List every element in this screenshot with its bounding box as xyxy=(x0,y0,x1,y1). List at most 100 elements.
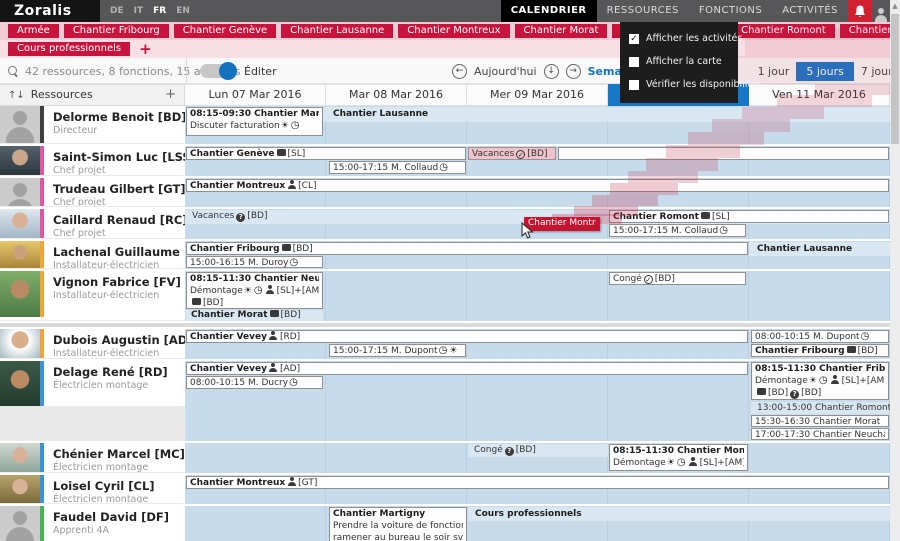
menu-fonctions[interactable]: FONCTIONS xyxy=(698,5,763,16)
today-button[interactable]: Aujourd'hui xyxy=(474,64,537,78)
day-header[interactable]: Lun 07 Mar 2016 xyxy=(185,84,326,106)
next-period-button[interactable]: → xyxy=(565,63,581,79)
calendar-event[interactable]: Chantier Montreux [GT] xyxy=(186,476,889,489)
calendar-event[interactable]: 17:00-17:30 Chantier Neuchâtel xyxy=(751,428,889,440)
lang-en[interactable]: EN xyxy=(176,6,190,16)
calendar-event[interactable]: Chantier Lausanne xyxy=(331,108,430,120)
calendar-event[interactable]: 08:00-10:15 M. Ducry◷ xyxy=(186,376,323,389)
calendar-event[interactable]: Chantier Romont [SL] xyxy=(609,210,889,223)
checkbox-checked-icon[interactable]: ✓ xyxy=(629,33,639,44)
calendar-event[interactable]: 08:15-11:30 Chantier Neuchâtel Démontage☀… xyxy=(186,272,323,309)
sort-icon[interactable]: ↑↓ xyxy=(8,90,25,101)
calendar-event[interactable]: Congé ✓ [BD] xyxy=(609,272,746,285)
calendar-event[interactable]: 08:00-10:15 M. Dupont◷ xyxy=(751,330,889,343)
view-5-days[interactable]: 5 jours xyxy=(796,61,854,81)
checkbox-unchecked-icon[interactable] xyxy=(629,56,639,67)
calendar-event[interactable]: Chantier Lausanne xyxy=(755,243,854,255)
scroll-up-arrow[interactable]: ▲ xyxy=(892,2,898,10)
prev-period-button[interactable]: ← xyxy=(452,63,467,79)
calendar-event[interactable]: 08:15-11:30 Chantier Montreux Démontage☀◷… xyxy=(609,444,748,471)
resource-row[interactable]: Dubois Augustin [AD] Installateur-électri… xyxy=(0,329,185,359)
pick-date-button[interactable]: ↓ xyxy=(543,63,559,79)
resource-row[interactable]: Delage René [RD] Électricien montage xyxy=(0,361,185,441)
activity-tag[interactable]: Armée xyxy=(8,24,59,38)
calendar-event[interactable]: 15:00-17:15 M. Dupont◷ ☀ xyxy=(329,344,466,357)
menu-calendrier[interactable]: CALENDRIER xyxy=(500,0,597,22)
calendar-event[interactable]: Chantier Martigny Prendre la voiture de f… xyxy=(329,507,467,541)
user-avatar-button[interactable] xyxy=(872,0,890,22)
dropdown-item[interactable]: ✓ Afficher les activités xyxy=(620,27,742,50)
calendar-event[interactable]: Congé? [BD] xyxy=(472,444,538,456)
calendar-event[interactable]: Vacances? [BD] xyxy=(190,210,269,222)
calendar-event[interactable]: 15:00-16:15 M. Duroy◷ xyxy=(186,256,323,268)
activity-tag[interactable]: Cours professionnels xyxy=(8,42,131,56)
calendar-event[interactable]: 13:00-15:00 Chantier Romont xyxy=(755,402,893,414)
view-1-day[interactable]: 1 jour xyxy=(757,64,790,78)
event-text: [RD] xyxy=(279,332,301,342)
activity-tag[interactable]: Chantier Genève xyxy=(173,24,277,38)
activity-tag[interactable]: Chantier Vevey xyxy=(839,24,900,38)
resource-row[interactable]: Loisel Cyril [CL] Électricien montage xyxy=(0,475,185,504)
day-header[interactable]: Ven 11 Mar 2016 xyxy=(749,84,890,106)
activity-tag[interactable]: Chantier Romont xyxy=(732,24,835,38)
resource-row[interactable]: Trudeau Gilbert [GT] Chef projet xyxy=(0,178,185,207)
dropdown-item[interactable]: Vérifier les disponibilités xyxy=(620,73,762,96)
add-resource-button[interactable]: + xyxy=(165,87,176,102)
activity-tag[interactable]: Chantier Lausanne xyxy=(281,24,394,38)
checkbox-unchecked-icon[interactable] xyxy=(629,79,639,90)
event-text: Démontage xyxy=(755,376,808,386)
role-color-bar xyxy=(40,329,44,358)
edit-toggle[interactable] xyxy=(200,62,237,80)
event-text: Chantier Lausanne xyxy=(333,109,429,119)
calendar-event[interactable]: 08:15-11:30 Chantier Fribourg Démontage☀◷… xyxy=(751,362,889,400)
event-text: 08:15-11:30 Chantier Montreux xyxy=(613,446,744,456)
resource-role: Électricien montage xyxy=(53,380,149,391)
lang-de[interactable]: DE xyxy=(110,6,124,16)
resource-name: Caillard Renaud [RC] xyxy=(53,213,185,227)
event-text: [SL]+[AM] xyxy=(699,458,744,468)
event-text: 08:15-11:30 Chantier Fribourg xyxy=(755,364,885,374)
resource-row[interactable]: Saint-Simon Luc [LSS] Chef projet xyxy=(0,146,185,176)
calendar-event[interactable]: Chantier Vevey [AD] xyxy=(186,362,748,375)
day-header[interactable]: Mar 08 Mar 2016 xyxy=(326,84,467,106)
calendar-event[interactable]: Chantier Montreux [CL] xyxy=(186,179,889,192)
activity-tag[interactable]: Chantier Fribourg xyxy=(63,24,169,38)
dropdown-item[interactable]: Afficher la carte xyxy=(620,50,738,73)
menu-ressources[interactable]: RESSOURCES xyxy=(606,5,679,16)
calendar-event[interactable]: Vacances ✓ [BD] xyxy=(468,147,556,160)
calendar-event[interactable]: Chantier Fribourg [BD] xyxy=(751,344,889,357)
calendar-event[interactable]: 15:30-16:30 Chantier Morat xyxy=(751,415,889,427)
calendar-event[interactable]: 08:15-09:30 Chantier Martigny Discuter fa… xyxy=(186,107,323,136)
resource-row[interactable]: Faudel David [DF] Apprenti 4A xyxy=(0,506,185,541)
calendar-event[interactable]: 15:00-17:15 M. Collaud◷ xyxy=(609,224,746,237)
resource-row[interactable]: Chénier Marcel [MC] Électricien montage xyxy=(0,443,185,473)
resource-row[interactable]: Lachenal Guillaume [GL]Installateur-élec… xyxy=(0,241,185,269)
bubble-icon xyxy=(846,346,856,353)
notifications-button[interactable] xyxy=(848,0,872,22)
dragged-event[interactable]: Chantier Montreux xyxy=(524,217,600,231)
view-7-days[interactable]: 7 jours xyxy=(860,64,899,78)
add-tag-button[interactable]: + xyxy=(139,40,152,58)
calendar-event[interactable]: 15:00-17:15 M. Collaud◷ xyxy=(329,161,466,174)
event-text: Chantier Vevey xyxy=(190,364,267,374)
calendar-event[interactable]: Chantier Genève [SL] xyxy=(186,147,466,160)
scrollbar-thumb[interactable] xyxy=(891,14,899,144)
lang-fr[interactable]: FR xyxy=(153,6,167,16)
activity-tag[interactable]: Chantier Morat xyxy=(514,24,608,38)
vertical-scrollbar[interactable]: ▲ xyxy=(890,0,900,541)
resource-row[interactable]: Caillard Renaud [RC] Chef projet xyxy=(0,209,185,239)
calendar-event[interactable]: Chantier Morat [BD] xyxy=(189,309,303,321)
resource-name: Faudel David [DF] xyxy=(53,510,169,524)
menu-activites[interactable]: ACTIVITÉS xyxy=(782,5,838,16)
activity-tag[interactable]: Chantier Montreux xyxy=(398,24,510,38)
resource-row[interactable]: Delorme Benoit [BD] Directeur xyxy=(0,106,185,144)
search-icon[interactable] xyxy=(8,65,19,77)
lang-it[interactable]: IT xyxy=(133,6,144,16)
day-header[interactable]: Mer 09 Mar 2016 xyxy=(467,84,608,106)
calendar-event[interactable]: Chantier Vevey [RD] xyxy=(186,330,748,343)
q-icon: ? xyxy=(790,390,800,399)
calendar-event[interactable]: Chantier Fribourg [BD] xyxy=(186,242,748,255)
resource-name: Delage René [RD] xyxy=(53,365,168,379)
calendar-event[interactable]: Cours professionnels xyxy=(473,508,584,520)
resource-row[interactable]: Vignon Fabrice [FV] Installateur-électric… xyxy=(0,271,185,321)
